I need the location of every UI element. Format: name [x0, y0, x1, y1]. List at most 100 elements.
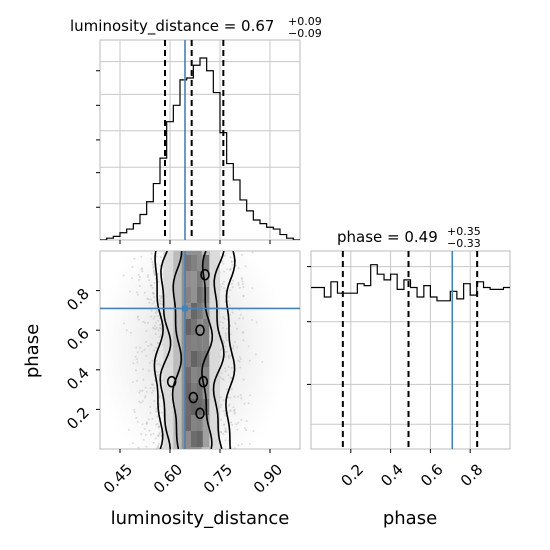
density-cell: [203, 351, 209, 367]
scatter-point: [144, 321, 146, 324]
scatter-point: [233, 447, 236, 449]
density-cell: [185, 383, 191, 399]
scatter-point: [143, 291, 146, 294]
x-tick-label: 0.8: [457, 461, 487, 491]
scatter-point: [241, 283, 244, 286]
scatter-point: [238, 356, 241, 358]
scatter-point: [220, 431, 223, 434]
scatter-point: [223, 270, 226, 273]
scatter-point: [149, 433, 152, 436]
scatter-point: [159, 303, 162, 305]
panel-title: phase = 0.49: [337, 228, 438, 246]
density-cell: [191, 351, 197, 367]
scatter-point: [152, 389, 155, 392]
density-cell: [203, 319, 209, 335]
density-cell: [197, 335, 203, 351]
scatter-point: [239, 366, 242, 369]
scatter-point: [222, 281, 225, 283]
scatter-point: [251, 318, 253, 321]
scatter-point: [144, 396, 146, 399]
scatter-point: [154, 305, 157, 308]
truth-marker: [182, 305, 188, 312]
scatter-point: [158, 433, 161, 436]
scatter-point: [157, 447, 160, 449]
scatter-point: [231, 263, 234, 266]
scatter-point: [237, 267, 240, 270]
scatter-point: [152, 269, 155, 272]
scatter-point: [157, 384, 160, 387]
density-cell: [203, 431, 209, 447]
x-axis-label: phase: [383, 508, 437, 529]
scatter-point: [145, 330, 148, 332]
scatter-point: [222, 378, 225, 381]
scatter-point: [142, 438, 145, 441]
scatter-point: [229, 269, 232, 271]
density-cell: [197, 399, 203, 415]
scatter-point: [154, 437, 157, 440]
density-cell: [191, 367, 197, 383]
scatter-point: [161, 411, 164, 414]
scatter-point: [125, 329, 128, 332]
scatter-point: [151, 383, 154, 386]
density-cell: [197, 415, 203, 431]
scatter-point: [225, 327, 228, 330]
scatter-point: [137, 315, 140, 318]
scatter-point: [232, 347, 235, 350]
x-tick-label: 0.60: [150, 461, 186, 497]
scatter-point: [241, 253, 244, 256]
scatter-point: [224, 430, 227, 433]
scatter-point: [136, 361, 139, 364]
scatter-point: [241, 443, 243, 446]
scatter-point: [249, 394, 252, 397]
scatter-point: [152, 292, 155, 295]
scatter-point: [150, 315, 153, 318]
scatter-point: [223, 317, 226, 320]
scatter-point: [156, 445, 159, 447]
scatter-point: [242, 330, 245, 333]
scatter-point: [251, 251, 254, 254]
scatter-point: [219, 320, 222, 323]
scatter-point: [230, 421, 232, 424]
contour-island: [200, 268, 210, 281]
density-cell: [191, 319, 197, 335]
scatter-point: [151, 383, 154, 386]
scatter-point: [227, 295, 230, 298]
scatter-point: [146, 297, 149, 300]
scatter-point: [221, 260, 224, 263]
scatter-point: [232, 406, 235, 409]
scatter-point: [135, 346, 138, 349]
density-cell: [191, 383, 197, 399]
scatter-point: [147, 274, 150, 277]
scatter-point: [145, 445, 148, 448]
scatter-point: [237, 444, 240, 447]
scatter-point: [156, 371, 159, 374]
scatter-point: [155, 326, 158, 329]
scatter-point: [245, 420, 248, 423]
scatter-point: [221, 432, 224, 435]
scatter-point: [230, 377, 233, 380]
scatter-point: [231, 286, 234, 289]
scatter-point: [240, 418, 243, 421]
scatter-point: [136, 293, 139, 296]
scatter-point: [156, 363, 159, 366]
scatter-point: [155, 408, 158, 410]
contour-island: [198, 375, 209, 388]
scatter-point: [222, 327, 225, 329]
scatter-point: [227, 374, 230, 377]
scatter-point: [157, 319, 160, 322]
y-tick-label: 0.2: [63, 404, 93, 434]
scatter-point: [229, 289, 232, 292]
density-cell: [191, 255, 197, 271]
scatter-point: [223, 254, 226, 257]
scatter-point: [229, 304, 231, 307]
scatter-point: [159, 302, 162, 305]
contour-island: [188, 391, 199, 404]
scatter-point: [242, 295, 245, 298]
scatter-point: [137, 279, 140, 281]
scatter-point: [242, 286, 245, 289]
scatter-point: [151, 391, 154, 394]
density-cell: [185, 399, 191, 415]
scatter-point: [147, 298, 150, 301]
phase-vs-luminosity-distance-panel: 0.45 0.60 0.75 0.90 0.2 0.4 0.6 0.8 luminosity…: [22, 250, 301, 529]
tick-marks: [96, 290, 271, 453]
